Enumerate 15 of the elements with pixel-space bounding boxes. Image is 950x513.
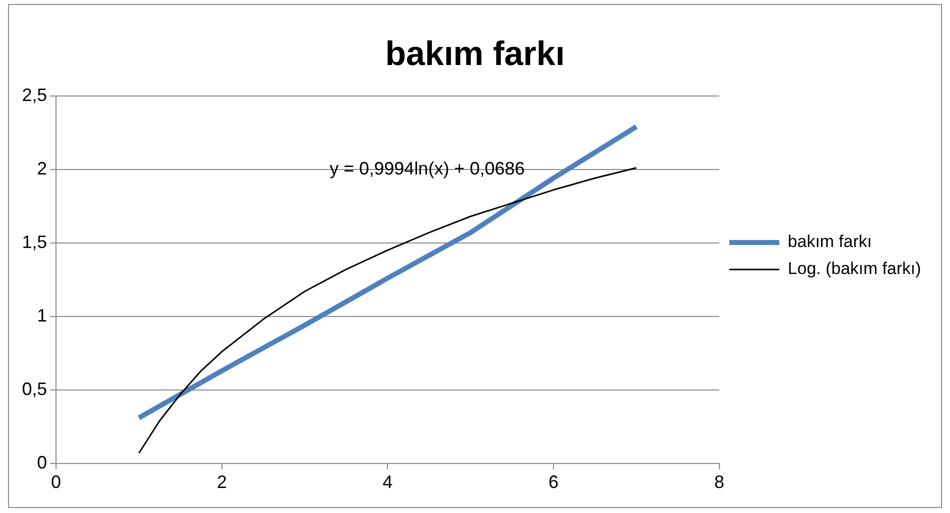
chart-title: bakım farkı: [385, 34, 565, 73]
x-tick-label: 4: [382, 472, 393, 492]
y-tick-label: 1,5: [22, 232, 48, 252]
legend-label: Log. (bakım farkı): [788, 259, 922, 278]
annotation: y = 0,9994ln(x) + 0,0686: [330, 158, 525, 178]
y-tick-label: 0: [37, 452, 48, 472]
x-tick-label: 0: [51, 472, 62, 492]
y-tick-label: 1: [37, 305, 48, 326]
y-tick-label: 2: [37, 158, 48, 178]
x-tick-label: 8: [714, 472, 724, 492]
x-tick-label: 2: [216, 472, 227, 492]
legend-label: bakım farkı: [788, 232, 872, 252]
x-tick-label: 6: [548, 472, 558, 492]
y-tick-label: 2,5: [22, 84, 48, 105]
y-tick-label: 0,5: [22, 378, 48, 399]
